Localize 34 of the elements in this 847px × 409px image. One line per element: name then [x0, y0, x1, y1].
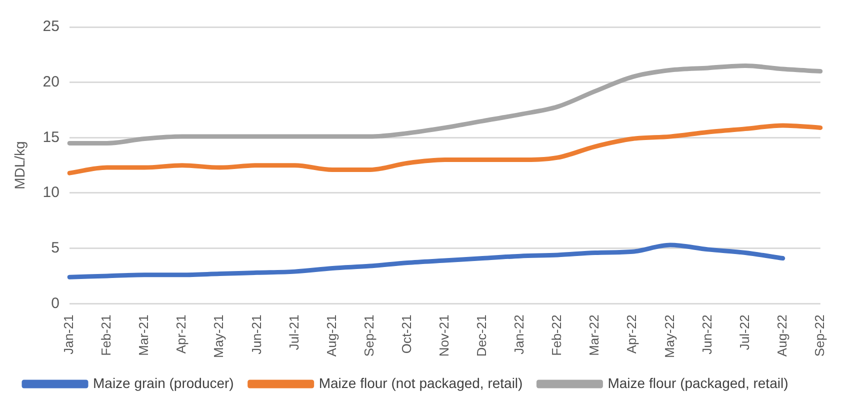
x-tick-label: Apr-21 — [174, 314, 189, 354]
x-tick-label: Aug-22 — [774, 314, 790, 357]
y-tick-label: 10 — [42, 184, 60, 202]
x-tick-label: Sep-22 — [812, 314, 827, 357]
x-tick-label: Jun-22 — [699, 314, 714, 354]
line-series — [67, 123, 823, 176]
x-tick-label: Feb-22 — [549, 314, 564, 356]
x-tick-label: Mar-22 — [586, 314, 602, 356]
x-tick-label: Jan-22 — [512, 314, 527, 354]
x-tick-label: May-22 — [662, 314, 677, 358]
x-tick-label: Jul-21 — [286, 314, 302, 350]
line-series — [67, 63, 823, 146]
x-tick-label: May-21 — [211, 314, 226, 358]
y-tick-label: 15 — [42, 128, 60, 146]
x-tick-label: Feb-21 — [98, 314, 114, 356]
line-series — [67, 242, 786, 280]
legend-label: Maize flour (not packaged, retail) — [318, 374, 523, 391]
x-tick-label: Apr-22 — [624, 314, 640, 354]
x-tick-label: Oct-21 — [398, 314, 414, 354]
x-tick-label: Nov-21 — [436, 314, 452, 357]
y-tick-label: 0 — [51, 294, 60, 312]
x-tick-label: Mar-21 — [136, 314, 152, 356]
x-tick-label: Jun-21 — [248, 314, 264, 354]
x-tick-label: Jan-21 — [61, 314, 76, 354]
y-tick-label: 20 — [42, 73, 60, 90]
x-tick-label: Jul-22 — [736, 314, 752, 350]
x-tick-label: Dec-21 — [474, 314, 490, 357]
y-tick-label: 5 — [51, 239, 60, 256]
y-tick-label: 25 — [42, 18, 60, 36]
legend-label: Maize grain (producer) — [93, 374, 234, 391]
y-axis-title: MDL/kg — [11, 141, 28, 190]
x-tick-label: Sep-21 — [361, 314, 376, 357]
legend-label: Maize flour (packaged, retail) — [608, 374, 788, 391]
x-tick-label: Aug-21 — [324, 314, 339, 357]
